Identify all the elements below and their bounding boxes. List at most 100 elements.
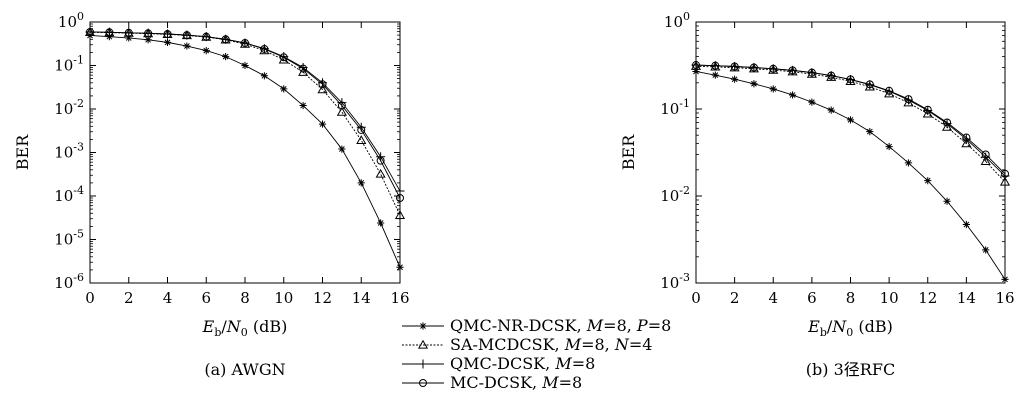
legend-series-name: SA-MCDCSK, [450,335,565,354]
x-label-sub2: 0 [846,326,853,339]
legend-label: SA-MCDCSK, M=8, N=4 [450,335,652,354]
legend-param-value: =8 [559,373,583,392]
x-axis-label: Eb/N0 (dB) [202,317,288,339]
series-mc-dcsk [692,61,1009,178]
y-tick-base: 10 [54,231,73,249]
data-point-triangle [336,106,347,116]
data-point-circle [1001,169,1009,178]
legend-marker-plus [418,359,428,369]
legend-item: QMC-NR-DCSK, M=8, P=8 [402,316,671,335]
x-tick-label: 14 [957,289,976,307]
data-point-circle [827,71,836,80]
legend-param: M [564,335,582,354]
data-point-star [731,75,739,83]
x-tick-label: 6 [201,289,211,307]
data-point-star [827,106,835,114]
data-point-circle [904,95,913,104]
data-point-star [904,159,913,167]
data-point-star [962,220,970,229]
legend-marker-triangle [417,339,429,349]
legend-param: M [586,316,604,335]
x-label-sub: b [214,326,221,339]
data-point-circle [337,101,346,110]
legend-item: SA-MCDCSK, M=8, N=4 [402,335,652,354]
data-point-circle [279,53,288,62]
y-axis-label: BER [13,134,32,170]
data-point-triangle [922,108,933,118]
legend-marker-circle [419,379,427,387]
legend: QMC-NR-DCSK, M=8, P=8SA-MCDCSK, M=8, N=4… [402,316,671,392]
panel-caption: (b) 3径RFC [806,360,895,379]
data-point-star [692,67,700,76]
legend-item: MC-DCSK, M=8 [402,373,582,392]
data-point-triangle [394,210,406,219]
data-point-circle [221,35,230,44]
data-point-circle [865,80,874,89]
data-point-triangle [806,68,817,78]
data-point-circle [981,150,990,159]
data-point-circle [86,27,94,36]
y-tick-base: 10 [58,13,77,31]
data-point-star [183,42,191,50]
y-tick-base: 10 [54,274,73,292]
y-tick-exp: 0 [683,10,690,23]
data-point-star [769,85,777,93]
y-tick-label: 100 [664,10,690,31]
data-point-circle [202,32,211,41]
data-point-triangle [356,135,367,145]
y-tick-base: 10 [54,187,73,205]
y-tick-base: 10 [660,274,679,292]
x-tick-label: 16 [995,289,1014,307]
x-label-var: E [807,317,820,336]
series-qmc-nr-dcsk [692,67,1009,283]
legend-series-name: MC-DCSK, [450,373,542,392]
y-tick-label: 10-3 [660,271,690,292]
data-point-circle [730,62,739,71]
data-point-star [788,91,797,99]
data-point-circle [769,64,778,73]
y-tick-label: 10-5 [54,228,84,249]
data-point-star [280,85,288,93]
data-point-triangle [787,66,798,76]
data-point-circle [260,44,269,53]
series-qmc-nr-dcsk [86,31,404,271]
data-point-star [338,145,346,153]
x-tick-label: 4 [163,289,173,307]
series-line [695,71,1006,280]
legend-param2: N [614,335,630,354]
legend-series-name: QMC-DCSK, [450,354,555,373]
data-point-triangle [864,81,875,91]
y-tick-base: 10 [664,13,683,31]
plot-frame [89,21,401,284]
y-tick-label: 10-2 [54,97,84,118]
legend-item: QMC-DCSK, M=8 [402,354,595,373]
x-label-unit: (dB) [853,317,893,336]
data-point-circle [144,29,153,38]
y-tick-exp: -3 [73,141,84,154]
x-label-var2: N [226,317,242,336]
data-point-circle [376,156,385,165]
y-tick-base: 10 [54,57,73,75]
y-tick-base: 10 [660,100,679,118]
x-label-unit: (dB) [248,317,288,336]
x-label-sub2: 0 [241,326,248,339]
y-tick-label: 10-2 [660,184,690,205]
data-point-star [1001,275,1009,283]
panel-caption: (a) AWGN [204,360,285,379]
x-tick-label: 6 [807,289,817,307]
x-tick-label: 14 [352,289,371,307]
legend-label: MC-DCSK, M=8 [450,373,582,392]
y-tick-base: 10 [660,187,679,205]
data-point-star [377,219,385,227]
x-tick-label: 12 [313,289,332,307]
data-point-triangle [999,176,1011,186]
legend-label: QMC-DCSK, M=8 [450,354,595,373]
data-point-circle [923,105,932,114]
series-line [89,35,401,268]
data-point-star [357,179,365,187]
data-point-star [924,177,932,185]
y-tick-label: 10-1 [660,97,690,118]
y-tick-base: 10 [54,100,73,118]
y-axis-label: BER [619,134,638,170]
